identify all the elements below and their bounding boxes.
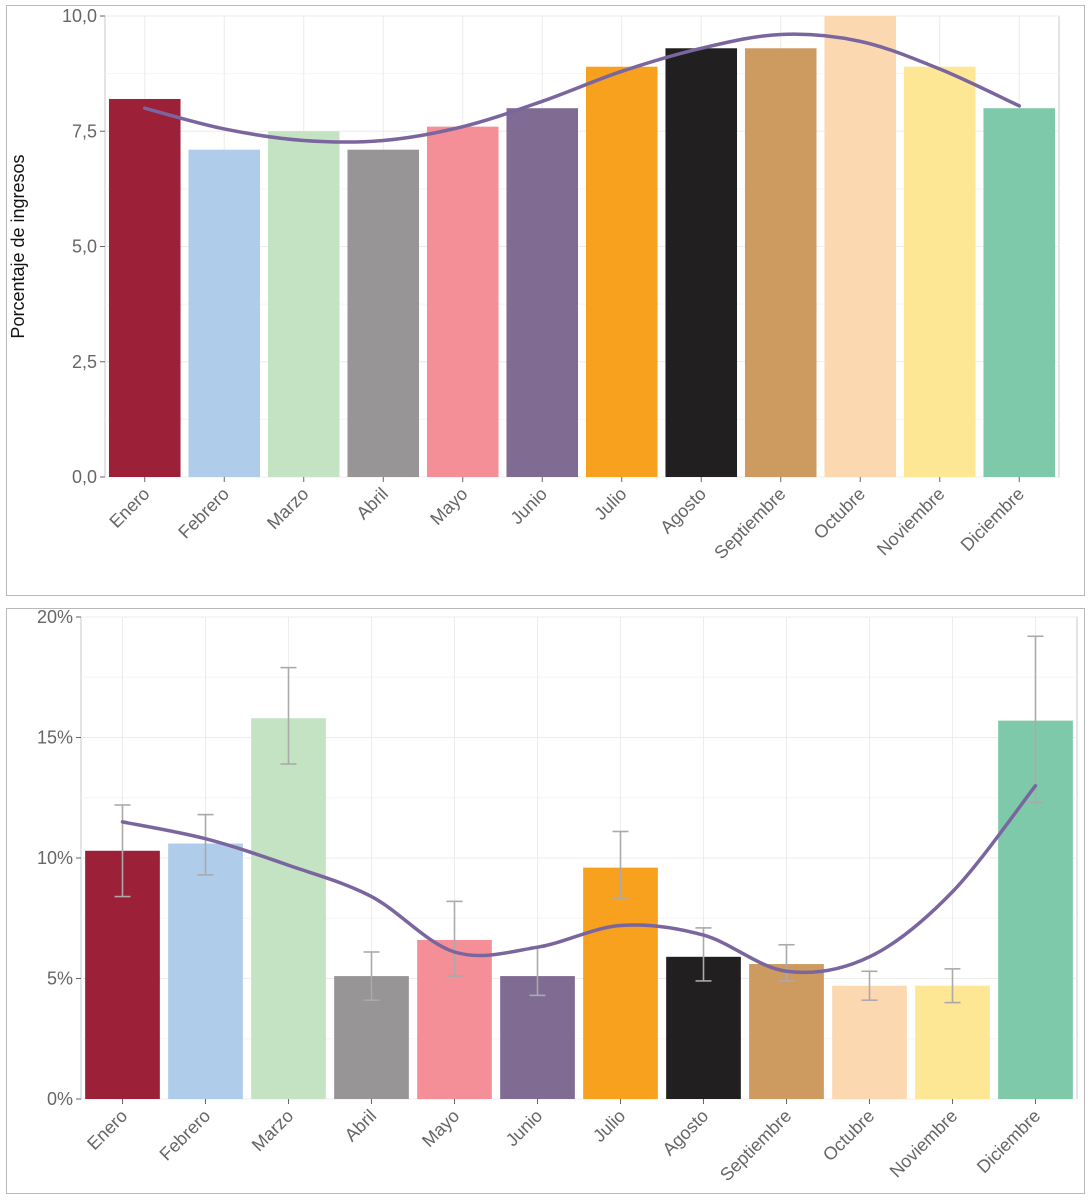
chart-top: 0,0 2,5 5,0 7,5 10,0 Enero Febrero Marzo Abril Ma… bbox=[8, 6, 1060, 563]
bottom-errorbar-julio bbox=[612, 830, 629, 900]
top-bar-junio bbox=[506, 108, 579, 477]
bottom-errorbar-octubre bbox=[861, 970, 878, 1001]
bottom-bar-junio bbox=[500, 976, 575, 1099]
bottom-xtick-label-diciembre: Diciembre bbox=[973, 1106, 1044, 1177]
bottom-errorbar-abril bbox=[363, 951, 380, 1001]
top-bar-mayo bbox=[426, 126, 499, 477]
chart-bottom: 0% 5% 10% 15% 20% Enero Febrero Marzo Abril Mayo J… bbox=[37, 609, 1078, 1185]
top-xtick-label-enero: Enero bbox=[105, 484, 153, 532]
top-ytick-label-4: 10,0 bbox=[62, 6, 97, 26]
top-xtick-label-septiembre: Septiembre bbox=[710, 484, 789, 563]
top-xtick-label-noviembre: Noviembre bbox=[873, 484, 949, 560]
bottom-xtick-label-marzo: Marzo bbox=[248, 1106, 298, 1156]
bottom-xtick-label-noviembre: Noviembre bbox=[886, 1106, 962, 1182]
bottom-errorbar-noviembre bbox=[944, 968, 961, 1004]
top-bar-diciembre bbox=[983, 108, 1056, 477]
top-trend-line bbox=[143, 32, 1021, 144]
bottom-bar-septiembre bbox=[749, 964, 824, 1099]
bottom-ytick-label-0: 0% bbox=[47, 1089, 73, 1109]
bottom-xtick-label-septiembre: Septiembre bbox=[716, 1106, 795, 1185]
top-ytick-label-2: 5,0 bbox=[72, 237, 97, 257]
top-xtick-label-mayo: Mayo bbox=[426, 484, 471, 529]
bottom-xtick-label-junio: Junio bbox=[502, 1106, 547, 1151]
top-xtick-label-junio: Junio bbox=[507, 484, 552, 529]
top-xtick-label-abril: Abril bbox=[352, 484, 392, 524]
top-ytick-label-0: 0,0 bbox=[72, 467, 97, 487]
chart-panel-bottom: 0% 5% 10% 15% 20% Enero Febrero Marzo Abril Mayo J… bbox=[6, 608, 1085, 1194]
top-xtick-label-febrero: Febrero bbox=[174, 484, 233, 543]
bottom-bar-octubre bbox=[832, 985, 907, 1099]
top-ytick-label-1: 2,5 bbox=[72, 352, 97, 372]
top-xtick-label-julio: Julio bbox=[590, 484, 630, 524]
bottom-errorbar-marzo bbox=[280, 666, 297, 765]
top-bar-febrero bbox=[188, 149, 261, 477]
bottom-xtick-label-febrero: Febrero bbox=[156, 1106, 215, 1165]
top-bar-julio bbox=[585, 66, 658, 478]
bottom-errorbar-septiembre bbox=[778, 943, 795, 982]
bottom-ytick-label-4: 20% bbox=[37, 609, 73, 627]
bottom-ytick-label-2: 10% bbox=[37, 848, 73, 868]
bottom-bar-noviembre bbox=[915, 985, 990, 1099]
chart-panel-top: 0,0 2,5 5,0 7,5 10,0 Enero Febrero Marzo Abril Ma… bbox=[6, 5, 1085, 596]
bottom-errorbar-febrero bbox=[197, 813, 214, 876]
bottom-xtick-label-octubre: Octubre bbox=[819, 1106, 878, 1165]
top-bar-marzo bbox=[267, 131, 340, 477]
top-xtick-label-octubre: Octubre bbox=[810, 484, 869, 543]
bottom-errorbar-diciembre bbox=[1027, 635, 1044, 804]
top-xtick-label-diciembre: Diciembre bbox=[957, 484, 1028, 555]
bottom-xtick-label-agosto: Agosto bbox=[659, 1106, 713, 1160]
top-bar-septiembre bbox=[744, 48, 817, 478]
bottom-xtick-label-enero: Enero bbox=[83, 1106, 131, 1154]
top-bar-enero bbox=[108, 98, 181, 477]
top-xtick-label-agosto: Agosto bbox=[656, 484, 710, 538]
bottom-errorbar-mayo bbox=[446, 900, 463, 977]
top-bar-noviembre bbox=[903, 66, 976, 478]
bottom-xtick-label-mayo: Mayo bbox=[418, 1106, 463, 1151]
top-xtick-label-marzo: Marzo bbox=[263, 484, 313, 534]
bottom-bar-julio bbox=[583, 867, 658, 1099]
top-bar-abril bbox=[347, 149, 420, 477]
bottom-xtick-label-julio: Julio bbox=[589, 1106, 629, 1146]
top-bar-agosto bbox=[665, 48, 738, 478]
bottom-trend-line bbox=[120, 783, 1038, 975]
top-ytick-label-3: 7,5 bbox=[72, 121, 97, 141]
bottom-bar-febrero bbox=[168, 843, 243, 1099]
bottom-ytick-label-1: 5% bbox=[47, 969, 73, 989]
bottom-xtick-label-abril: Abril bbox=[341, 1106, 381, 1146]
bottom-ytick-label-3: 15% bbox=[37, 728, 73, 748]
top-bar-octubre bbox=[824, 16, 897, 477]
top-y-axis-title: Porcentaje de ingresos bbox=[8, 154, 28, 338]
bottom-bar-marzo bbox=[251, 718, 326, 1099]
